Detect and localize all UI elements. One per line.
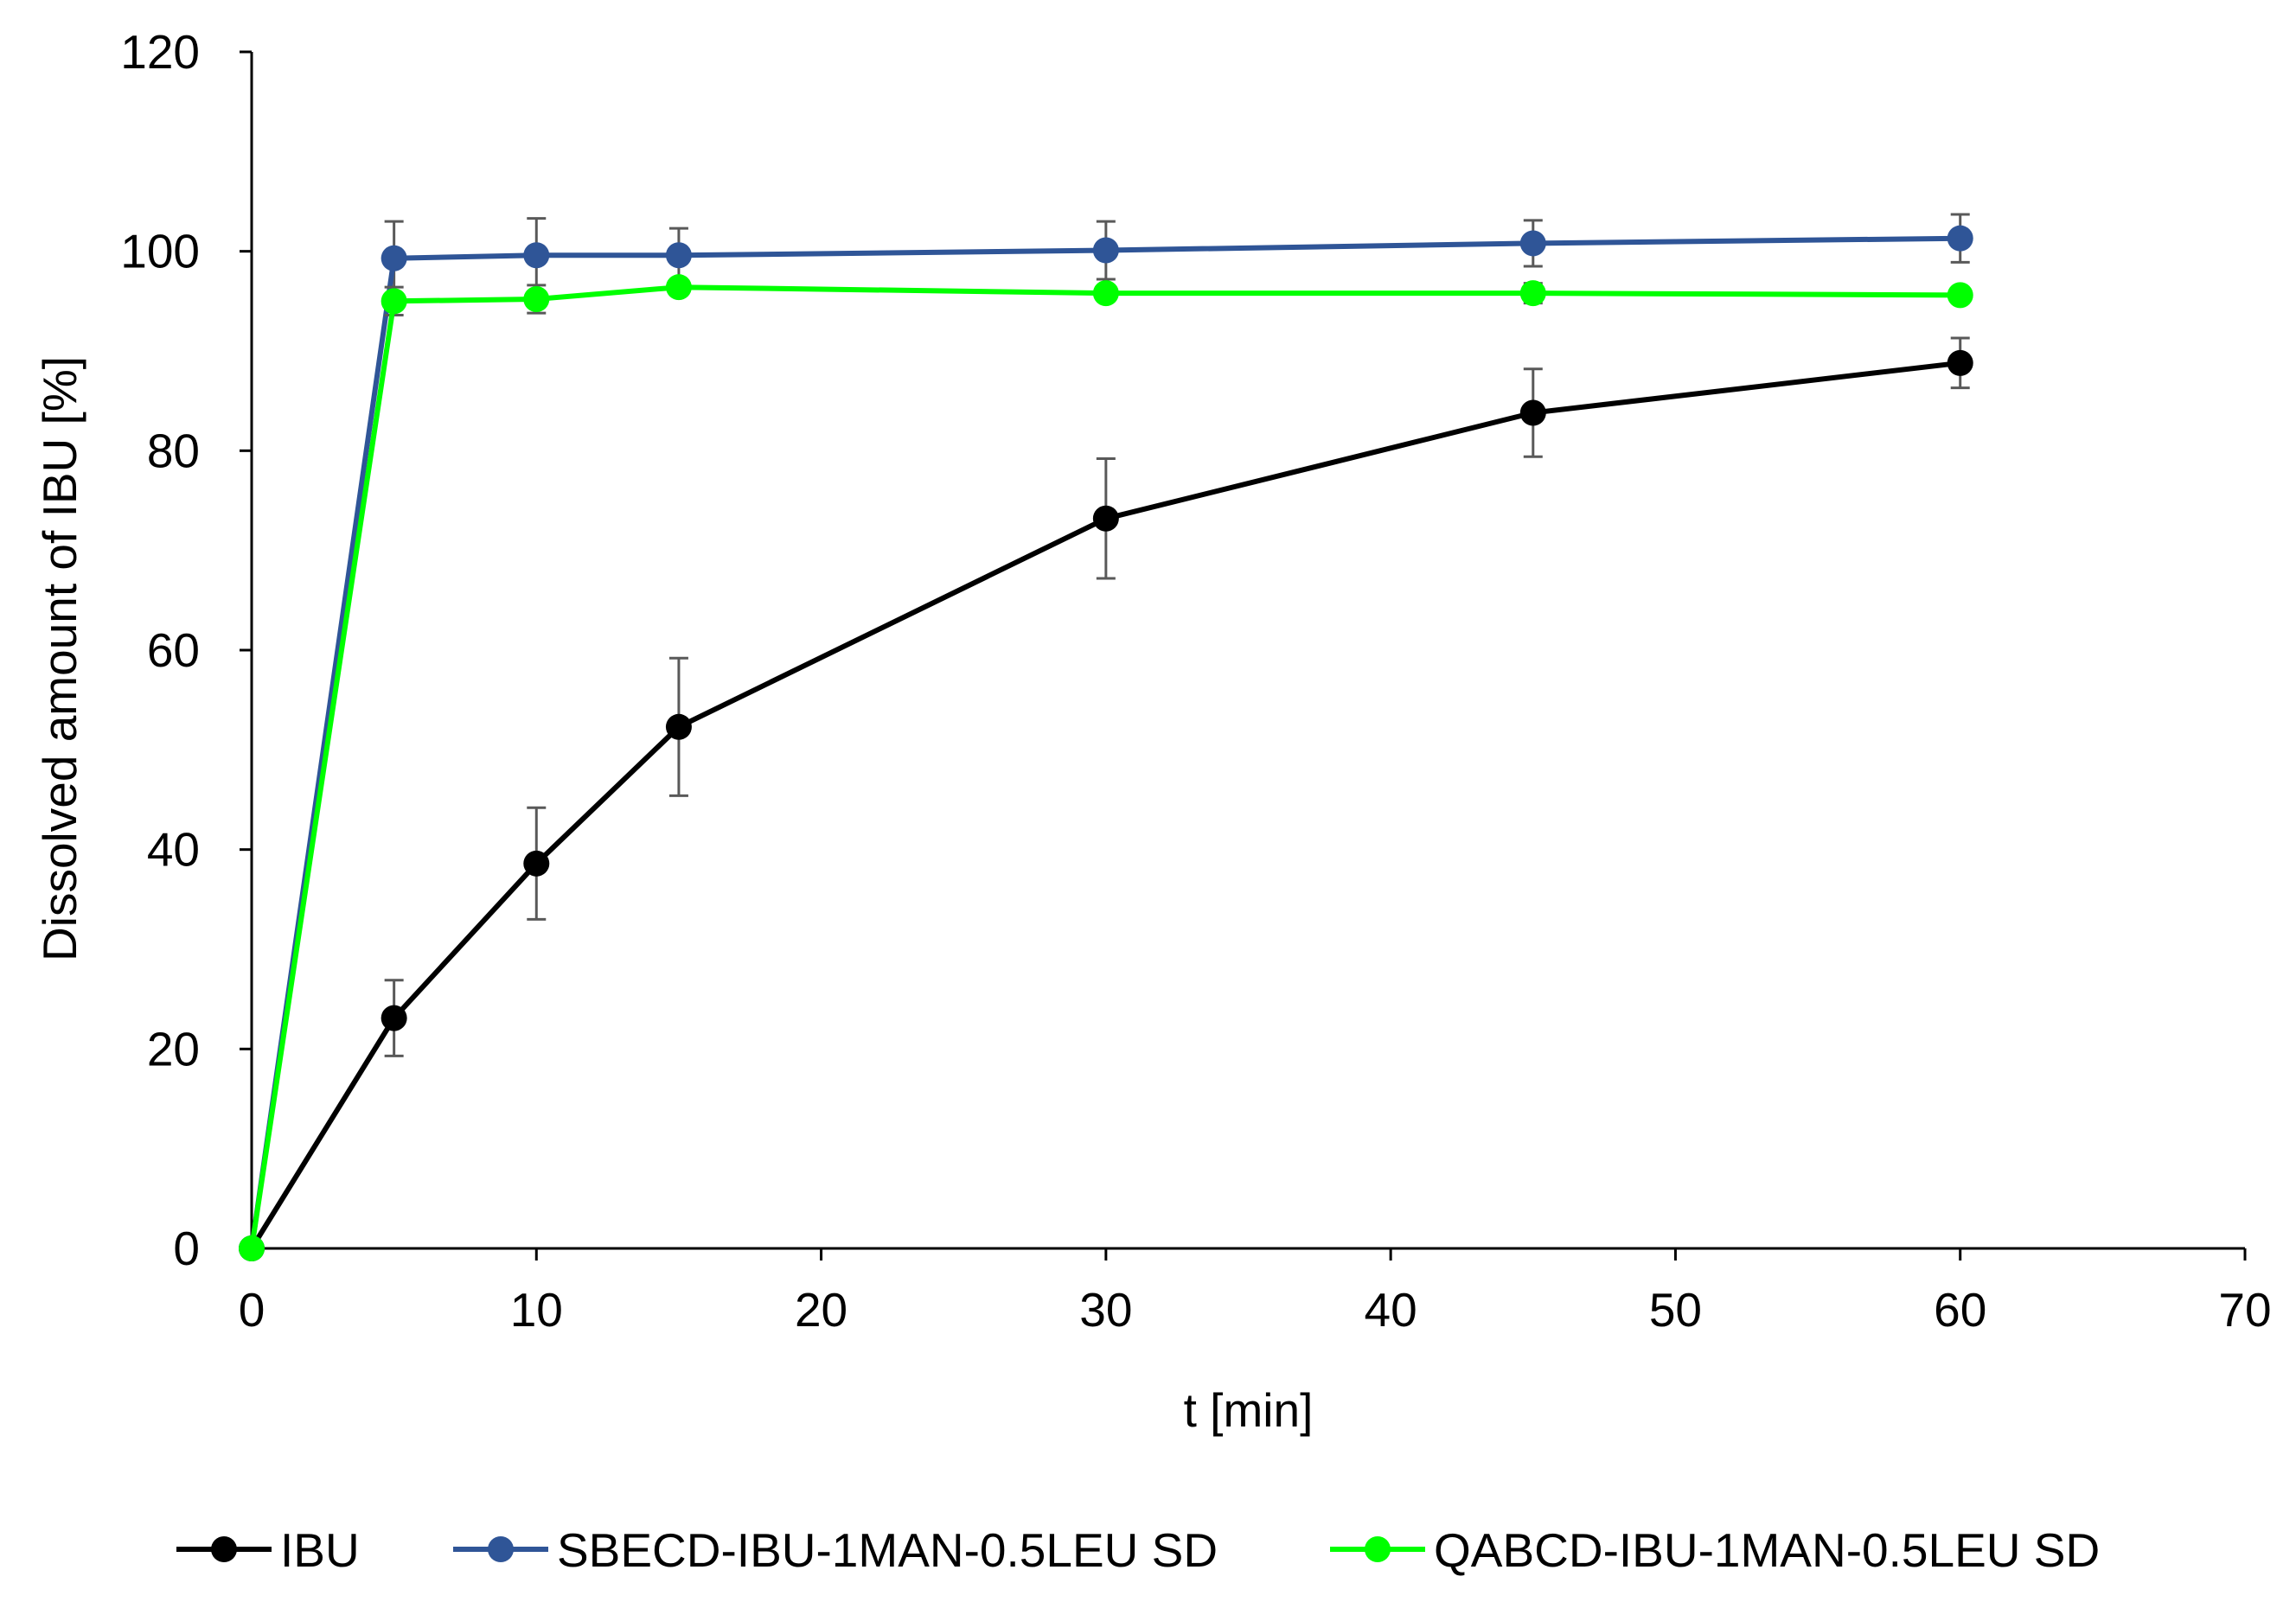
data-point xyxy=(239,1235,265,1261)
x-tick-label: 30 xyxy=(1079,1283,1132,1337)
x-axis-title: t [min] xyxy=(1184,1383,1314,1437)
data-point xyxy=(1519,280,1546,307)
x-tick-label: 10 xyxy=(510,1283,563,1337)
legend-label: IBU xyxy=(280,1523,360,1577)
data-point xyxy=(381,245,407,271)
x-tick-label: 60 xyxy=(1934,1283,1986,1337)
series xyxy=(239,213,1973,1261)
x-tick-label: 20 xyxy=(795,1283,847,1337)
y-tick-label: 100 xyxy=(120,225,200,278)
data-point xyxy=(1947,349,1973,376)
data-point xyxy=(1519,230,1546,257)
data-point xyxy=(1092,505,1119,532)
data-point xyxy=(1092,237,1119,264)
legend-marker xyxy=(1365,1536,1391,1562)
series-1 xyxy=(239,336,1973,1261)
data-point xyxy=(1947,225,1973,252)
data-point xyxy=(381,288,407,315)
x-tick-label: 50 xyxy=(1649,1283,1702,1337)
data-point xyxy=(1947,282,1973,309)
data-point xyxy=(523,242,550,269)
legend: IBU SBECD-IBU-1MAN-0.5LEU SD QABCD-IBU-1MA… xyxy=(176,1523,2100,1577)
data-point xyxy=(381,1005,407,1031)
data-point xyxy=(665,274,692,301)
data-point xyxy=(523,286,550,313)
data-point xyxy=(1092,280,1119,307)
data-point xyxy=(523,850,550,877)
y-axis-title: Dissolved amount of IBU [%] xyxy=(33,356,86,961)
legend-item: QABCD-IBU-1MAN-0.5LEU SD xyxy=(1330,1523,2100,1577)
series-line xyxy=(249,235,1960,1249)
y-tick-label: 60 xyxy=(147,623,200,677)
x-tick-label: 40 xyxy=(1365,1283,1417,1337)
x-ticks: 0 10 20 30 40 50 60 70 xyxy=(239,1248,2272,1337)
y-tick-label: 40 xyxy=(147,823,200,877)
legend-item: SBECD-IBU-1MAN-0.5LEU SD xyxy=(453,1523,1218,1577)
x-tick-label: 70 xyxy=(2218,1283,2271,1337)
legend-item: IBU xyxy=(176,1523,360,1577)
series-3 xyxy=(239,274,1973,1261)
x-tick-label: 0 xyxy=(239,1283,265,1337)
y-tick-label: 0 xyxy=(173,1222,200,1275)
series-2 xyxy=(239,213,1973,1261)
y-tick-label: 20 xyxy=(147,1022,200,1075)
legend-label: SBECD-IBU-1MAN-0.5LEU SD xyxy=(557,1523,1218,1577)
legend-marker xyxy=(488,1536,514,1562)
y-ticks: 0 20 40 60 80 100 120 xyxy=(120,25,252,1275)
data-point xyxy=(665,242,692,269)
y-tick-label: 80 xyxy=(147,424,200,477)
data-point xyxy=(1519,399,1546,426)
axes xyxy=(250,52,2245,1250)
data-point xyxy=(665,713,692,740)
y-tick-label: 120 xyxy=(120,25,200,79)
legend-marker xyxy=(211,1536,237,1562)
legend-label: QABCD-IBU-1MAN-0.5LEU SD xyxy=(1434,1523,2100,1577)
series-line xyxy=(249,284,1960,1249)
